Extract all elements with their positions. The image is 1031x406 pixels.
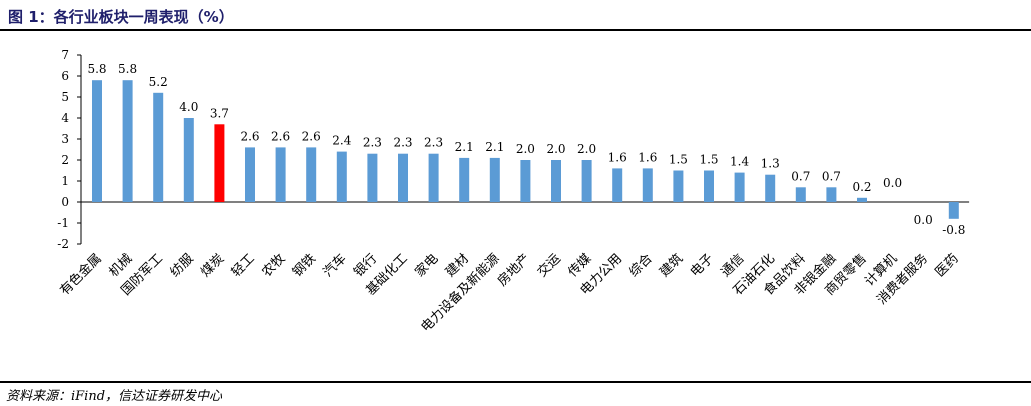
bar bbox=[765, 174, 776, 202]
bar bbox=[612, 168, 623, 202]
data-label: 1.5 bbox=[699, 153, 718, 167]
category-label: 钢铁 bbox=[290, 251, 319, 280]
category-label: 电子 bbox=[688, 251, 717, 280]
category-label: 建筑 bbox=[657, 251, 687, 281]
bar bbox=[734, 172, 745, 202]
bar bbox=[459, 157, 470, 202]
y-tick-label: 7 bbox=[61, 48, 69, 62]
bar bbox=[826, 187, 837, 202]
chart-title: 图 1：各行业板块一周表现（%） bbox=[8, 8, 234, 26]
data-label: 0.0 bbox=[914, 213, 933, 227]
data-label: 2.3 bbox=[393, 136, 412, 150]
bar bbox=[551, 160, 561, 202]
data-label: 2.6 bbox=[271, 129, 290, 143]
bar bbox=[489, 157, 500, 202]
data-label: 5.8 bbox=[118, 62, 137, 76]
source-note: 资料来源：iFind，信达证券研发中心 bbox=[6, 389, 223, 404]
bar bbox=[245, 147, 255, 202]
title-bar: 图 1：各行业板块一周表现（%） bbox=[0, 0, 1031, 30]
bar bbox=[857, 197, 867, 202]
category-label: 家电 bbox=[412, 251, 442, 281]
bar bbox=[642, 168, 653, 202]
bar bbox=[275, 147, 286, 202]
data-label: -0.8 bbox=[942, 223, 965, 237]
y-tick-label: 5 bbox=[61, 90, 69, 104]
data-label: 2.6 bbox=[302, 129, 321, 143]
bar bbox=[306, 147, 317, 202]
category-label: 交运 bbox=[534, 251, 564, 281]
bar bbox=[520, 160, 531, 202]
data-label: 1.6 bbox=[608, 150, 627, 164]
bar-chart: -2-1012345675.8有色金属5.8机械5.2国防军工4.0纺服3.7煤… bbox=[57, 48, 970, 335]
bottom-rule bbox=[0, 381, 1031, 383]
y-tick-label: -1 bbox=[57, 216, 69, 230]
bar bbox=[428, 153, 439, 202]
y-tick-label: 4 bbox=[61, 111, 69, 125]
bar bbox=[398, 153, 408, 202]
bar bbox=[581, 160, 592, 202]
data-label: 1.5 bbox=[669, 153, 688, 167]
bar bbox=[183, 118, 194, 202]
data-label: 2.3 bbox=[424, 136, 443, 150]
data-label: 2.4 bbox=[332, 134, 351, 148]
y-tick-label: -2 bbox=[57, 237, 69, 251]
data-label: 0.0 bbox=[883, 176, 902, 190]
data-label: 2.1 bbox=[485, 140, 504, 154]
y-tick-label: 0 bbox=[61, 195, 69, 209]
data-label: 4.0 bbox=[179, 100, 198, 114]
data-label: 2.6 bbox=[240, 129, 259, 143]
bar bbox=[336, 151, 347, 202]
data-label: 1.4 bbox=[730, 155, 749, 169]
category-label: 农牧 bbox=[259, 251, 288, 280]
data-label: 1.3 bbox=[761, 157, 780, 171]
top-rule bbox=[0, 29, 1031, 31]
data-label: 2.0 bbox=[546, 142, 565, 156]
data-label: 2.3 bbox=[363, 136, 382, 150]
bar bbox=[673, 170, 684, 202]
data-label: 5.2 bbox=[149, 75, 168, 89]
category-label: 汽车 bbox=[320, 251, 350, 281]
category-label: 煤炭 bbox=[198, 251, 227, 280]
data-label: 3.7 bbox=[210, 106, 229, 120]
data-label: 2.0 bbox=[577, 142, 596, 156]
data-label: 0.7 bbox=[791, 169, 810, 183]
y-tick-label: 1 bbox=[61, 174, 69, 188]
data-label: 0.2 bbox=[852, 180, 871, 194]
bar bbox=[92, 80, 102, 202]
bar bbox=[795, 187, 806, 202]
category-label: 医药 bbox=[933, 251, 962, 280]
data-label: 2.1 bbox=[455, 140, 474, 154]
category-label: 纺服 bbox=[168, 251, 197, 280]
bar bbox=[704, 170, 714, 202]
data-label: 5.8 bbox=[87, 62, 106, 76]
category-label: 有色金属 bbox=[57, 251, 105, 299]
y-tick-label: 3 bbox=[61, 132, 69, 146]
y-tick-label: 6 bbox=[61, 69, 69, 83]
bar bbox=[367, 153, 378, 202]
category-label: 房地产 bbox=[494, 251, 533, 290]
bar bbox=[214, 124, 225, 202]
y-tick-label: 2 bbox=[61, 153, 69, 167]
category-label: 轻工 bbox=[229, 251, 258, 280]
category-label: 综合 bbox=[627, 251, 656, 280]
bar bbox=[122, 80, 133, 202]
data-label: 0.7 bbox=[822, 169, 841, 183]
bar bbox=[153, 92, 164, 202]
data-label: 2.0 bbox=[516, 142, 535, 156]
data-label: 1.6 bbox=[638, 150, 657, 164]
bar bbox=[948, 202, 959, 219]
